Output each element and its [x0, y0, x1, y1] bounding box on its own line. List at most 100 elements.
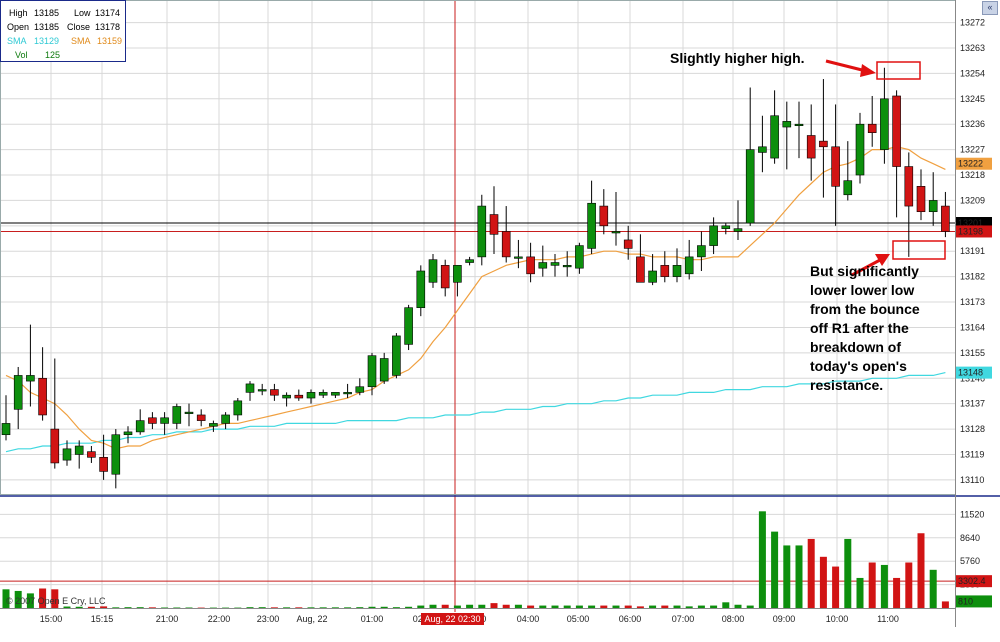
volume-bar	[661, 605, 669, 608]
time-tick-label: 06:00	[619, 614, 642, 624]
close-label: Close	[67, 22, 91, 32]
vol-value: 125	[45, 50, 61, 60]
high-label: High	[9, 8, 28, 18]
volume-bar	[746, 605, 754, 608]
volume-bar	[502, 604, 510, 608]
volume-bar	[807, 538, 815, 608]
candle-body	[587, 202, 596, 249]
candle-body	[806, 135, 816, 159]
candle-body	[355, 386, 365, 393]
sma-long	[5, 372, 946, 453]
price-marker-tag	[956, 225, 992, 238]
volume-bar	[551, 605, 559, 608]
candle-body	[697, 245, 706, 258]
volume-bar	[417, 605, 425, 608]
candle-body	[331, 392, 340, 396]
volume-bar	[673, 605, 681, 608]
price-marker-label: 13148	[958, 368, 983, 378]
sma-long-line	[5, 372, 946, 453]
candle-body	[13, 375, 23, 410]
copyright: © 2007 Open E Cry, LLC	[6, 596, 106, 606]
price-marker-tag	[956, 366, 992, 379]
sma-short-value: 13129	[34, 36, 60, 46]
candle-body	[904, 166, 914, 207]
candle-body	[648, 270, 657, 283]
volume-bar	[758, 511, 766, 608]
price-tick-label: 13227	[960, 145, 985, 155]
time-tick-label: 10:00	[826, 614, 849, 624]
time-tick-label: 15:00	[40, 614, 63, 624]
volume-bar	[685, 606, 693, 608]
candle-body	[367, 355, 377, 388]
volume-bar	[636, 606, 644, 608]
volume-tick-label: 8640	[960, 533, 980, 543]
volume-bar	[148, 607, 156, 609]
volume-bar	[563, 605, 571, 608]
collapse-panel-button[interactable]: «	[982, 1, 998, 15]
volume-bar	[941, 601, 949, 608]
volume-bars	[2, 511, 949, 609]
candle-body	[941, 205, 950, 232]
axes: 1311013119131281313713146131551316413173…	[0, 0, 1000, 627]
close-value: 13178	[95, 22, 121, 32]
volume-bar	[51, 589, 59, 608]
volume-bar	[466, 604, 474, 608]
annotation-higher-high: Slightly higher high.	[670, 50, 805, 66]
volume-bar	[380, 606, 388, 608]
volume-bar	[14, 590, 22, 608]
volume-bar	[331, 607, 339, 609]
candle-body	[74, 445, 84, 455]
candle-body	[50, 428, 60, 464]
candle-body	[1, 423, 11, 436]
time-tick-label: 01:00	[361, 614, 384, 624]
time-tick-label: 15:15	[91, 614, 114, 624]
candle-body	[196, 414, 206, 421]
candle-body	[684, 256, 694, 275]
volume-bar	[112, 607, 120, 609]
volume-bar	[527, 605, 535, 608]
price-tick-label: 13236	[960, 119, 985, 129]
volume-bar	[588, 605, 596, 608]
annotation-lower-low: But significantly lower lower low from t…	[810, 263, 920, 393]
candle-body	[209, 423, 218, 427]
time-tick-label: 07:00	[672, 614, 695, 624]
candle-body	[453, 265, 462, 283]
candle-body	[99, 457, 108, 472]
volume-bar	[868, 562, 876, 608]
candle-body	[294, 394, 304, 399]
time-tick-label: 11:00	[877, 614, 899, 624]
higher-high-arrow-shaft	[825, 59, 867, 73]
volume-bar	[136, 607, 144, 609]
volume-bar	[844, 538, 852, 608]
candle-body	[404, 307, 413, 345]
candle-body	[428, 259, 438, 283]
price-tick-label: 13182	[960, 272, 985, 282]
volume-bar	[392, 607, 400, 609]
volume-bar	[575, 605, 583, 608]
candle-body	[111, 434, 121, 475]
candle-body	[38, 377, 47, 416]
callout-boxes	[825, 59, 946, 277]
volume-bar	[783, 545, 791, 608]
time-tick-label: Aug, 22	[296, 614, 327, 624]
candle-body	[770, 115, 779, 159]
candle-body	[245, 383, 255, 393]
candle-body	[758, 146, 767, 153]
volume-bar	[319, 607, 327, 609]
volume-bar	[795, 545, 803, 608]
volume-bar	[819, 556, 827, 608]
candle-body	[148, 417, 157, 424]
candle-body	[221, 414, 230, 424]
candle-body	[282, 394, 291, 399]
volume-bar	[100, 606, 108, 608]
volume-bar	[356, 607, 364, 609]
price-tick-label: 13137	[960, 399, 985, 409]
candle-body	[623, 239, 633, 249]
candle-body	[599, 205, 609, 227]
candle-body	[819, 140, 828, 148]
candle-body	[636, 256, 645, 283]
volume-bar	[39, 588, 47, 608]
candle-body	[721, 225, 731, 229]
volume-bar	[697, 605, 705, 608]
price-tick-label: 13263	[960, 43, 985, 53]
